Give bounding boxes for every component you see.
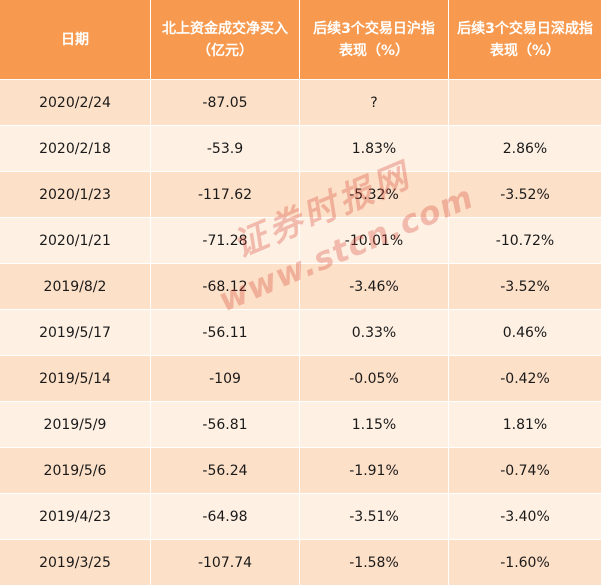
cell-net-buy: -109	[151, 356, 300, 401]
cell-date: 2019/5/17	[0, 310, 151, 355]
table-row: 2019/3/25 -107.74 -1.58% -1.60%	[0, 539, 601, 585]
cell-date: 2020/1/21	[0, 218, 151, 263]
cell-sz-index	[449, 80, 601, 125]
header-net-buy: 北上资金成交净买入（亿元）	[151, 0, 300, 79]
cell-sz-index: -1.60%	[500, 554, 550, 571]
cell-sz-index: -0.42%	[500, 370, 550, 387]
table-row: 2019/5/6 -56.24 -1.91% -0.74%	[0, 447, 601, 493]
cell-sz-index: -3.40%	[500, 508, 550, 525]
cell-sh-index: -3.46%	[300, 264, 449, 309]
cell-net-buy: -107.74	[151, 540, 300, 585]
cell-date: 2019/4/23	[0, 494, 151, 539]
cell-sz-index: -3.52%	[500, 278, 550, 295]
cell-sh-index: -3.51%	[300, 494, 449, 539]
cell-date: 2020/1/23	[0, 172, 151, 217]
cell-date: 2019/8/2	[0, 264, 151, 309]
cell-date: 2019/5/9	[0, 402, 151, 447]
cell-sh-index: -1.91%	[300, 448, 449, 493]
cell-sz-index: 2.86%	[502, 140, 548, 157]
header-sh-index: 后续3个交易日沪指表现（%）	[300, 0, 449, 79]
header-date: 日期	[0, 0, 151, 79]
cell-date: 2019/5/6	[0, 448, 151, 493]
cell-sz-index: 1.81%	[502, 416, 548, 433]
cell-net-buy: -56.24	[151, 448, 300, 493]
table-row: 2020/2/24 -87.05?	[0, 79, 601, 125]
cell-date: 2020/2/24	[0, 80, 151, 125]
cell-date: 2020/2/18	[0, 126, 151, 171]
cell-sh-index: 1.15%	[300, 402, 449, 447]
cell-net-buy: -87.05	[151, 80, 300, 125]
table-row: 2019/5/9 -56.81 1.15% 1.81%	[0, 401, 601, 447]
cell-sh-index: 1.83%	[300, 126, 449, 171]
cell-sh-index: ?	[300, 80, 449, 125]
cell-sh-index: -0.05%	[300, 356, 449, 401]
cell-date: 2019/3/25	[0, 540, 151, 585]
cell-sh-index: -1.58%	[300, 540, 449, 585]
cell-net-buy: -53.9	[151, 126, 300, 171]
cell-net-buy: -117.62	[151, 172, 300, 217]
cell-sh-index: 0.33%	[300, 310, 449, 355]
cell-net-buy: -64.98	[151, 494, 300, 539]
cell-net-buy: -71.28	[151, 218, 300, 263]
cell-sz-index: -0.74%	[500, 462, 550, 479]
cell-sz-index: -3.52%	[500, 186, 550, 203]
table-row: 2020/1/21 -71.28 -10.01% -10.72%	[0, 217, 601, 263]
cell-sz-index: -10.72%	[495, 232, 555, 249]
table-row: 2019/4/23 -64.98 -3.51% -3.40%	[0, 493, 601, 539]
cell-net-buy: -56.81	[151, 402, 300, 447]
cell-sz-index: 0.46%	[502, 324, 548, 341]
cell-sh-index: -5.32%	[300, 172, 449, 217]
table-row: 2020/1/23 -117.62 -5.32% -3.52%	[0, 171, 601, 217]
cell-date: 2019/5/14	[0, 356, 151, 401]
table-row: 2019/5/14 -109 -0.05% -0.42%	[0, 355, 601, 401]
table-row: 2019/8/2 -68.12 -3.46% -3.52%	[0, 263, 601, 309]
table-row: 2020/2/18 -53.9 1.83% 2.86%	[0, 125, 601, 171]
cell-sh-index: -10.01%	[300, 218, 449, 263]
cell-net-buy: -56.11	[151, 310, 300, 355]
cell-net-buy: -68.12	[151, 264, 300, 309]
header-sz-index: 后续3个交易日深成指表现（%）	[457, 20, 593, 59]
table-row: 2019/5/17 -56.11 0.33% 0.46%	[0, 309, 601, 355]
table-header-row: 日期 北上资金成交净买入（亿元） 后续3个交易日沪指表现（%） 后续3个交易日深…	[0, 0, 601, 79]
